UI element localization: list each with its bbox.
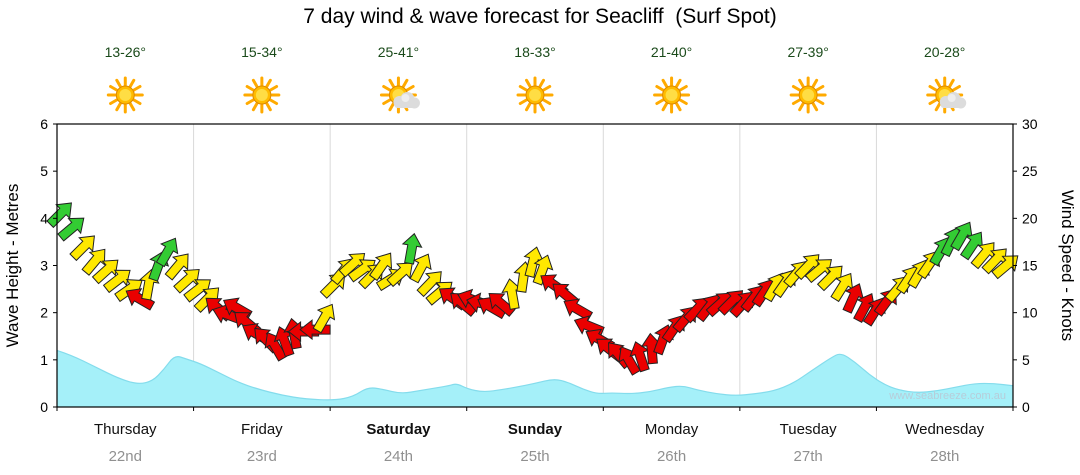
day-name-label: Friday <box>241 421 283 438</box>
day-header-row: 13-26° 15-34° 25-41° 18-33° 21-40° 27-39° 20-2… <box>105 44 967 114</box>
wind-arrow <box>312 303 336 334</box>
cloud-icon <box>939 92 967 109</box>
wind-arrow <box>91 259 119 285</box>
wind-arrow <box>173 269 200 294</box>
day-date-label: 22nd <box>109 448 142 465</box>
left-axis-tick-label: 3 <box>40 258 48 274</box>
partly-cloudy-icon <box>379 76 420 114</box>
temp-range-label: 21-40° <box>651 44 692 60</box>
wind-arrow <box>991 255 1019 280</box>
wind-arrow <box>125 288 156 311</box>
day-name-label: Thursday <box>94 421 157 438</box>
sun-icon <box>516 76 554 114</box>
temp-range-label: 15-34° <box>241 44 282 60</box>
day-date-label: 28th <box>930 448 959 465</box>
sun-icon <box>243 76 281 114</box>
day-name-label: Tuesday <box>780 421 837 438</box>
sun-icon <box>653 76 691 114</box>
day-name-label: Wednesday <box>905 421 984 438</box>
wind-arrow <box>57 217 85 242</box>
day-footer-row: Thursday 22nd Friday 23rd Saturday 24th Sunday… <box>94 421 985 465</box>
sun-icon <box>789 76 827 114</box>
wind-arrow <box>959 231 983 261</box>
temp-range-label: 13-26° <box>105 44 146 60</box>
wind-arrow <box>416 271 442 298</box>
cloud-icon <box>393 92 420 109</box>
wind-arrow <box>164 253 189 281</box>
left-axis-tick-label: 4 <box>40 210 48 226</box>
wind-arrow <box>816 265 843 292</box>
wind-arrow <box>640 332 662 365</box>
partly-cloudy-icon <box>926 76 967 114</box>
day-name-label: Monday <box>645 421 699 438</box>
day-name-label: Sunday <box>508 421 563 438</box>
wind-arrow <box>563 298 594 321</box>
wind-arrow <box>46 202 72 229</box>
wind-arrow <box>409 253 432 284</box>
right-axis-tick-label: 30 <box>1022 116 1038 132</box>
day-date-label: 27th <box>794 448 823 465</box>
left-axis-tick-label: 2 <box>40 305 48 321</box>
left-axis-tick-label: 0 <box>40 399 48 415</box>
right-axis-tick-label: 5 <box>1022 352 1030 368</box>
wind-arrow <box>369 252 393 282</box>
right-axis-tick-label: 15 <box>1022 258 1038 274</box>
sun-icon <box>106 76 144 114</box>
watermark-text: www.seabreeze.com.au <box>888 390 1006 402</box>
day-gridlines <box>193 124 877 407</box>
wind-arrows-layer <box>46 202 1019 376</box>
temp-range-label: 25-41° <box>378 44 419 60</box>
wind-arrow <box>183 279 211 303</box>
day-date-label: 26th <box>657 448 686 465</box>
wind-arrow <box>842 283 864 314</box>
wave-height-line <box>56 349 1014 401</box>
right-axis-tick-label: 20 <box>1022 210 1038 226</box>
right-axis-tick-label: 10 <box>1022 305 1038 321</box>
wind-arrow <box>618 346 641 376</box>
wind-arrow <box>523 246 544 278</box>
wind-arrow <box>401 232 423 265</box>
day-date-label: 23rd <box>247 448 277 465</box>
wind-arrow <box>155 237 179 268</box>
wind-arrow <box>81 248 106 276</box>
temp-range-label: 27-39° <box>787 44 828 60</box>
wind-arrow <box>830 272 854 303</box>
left-axis-tick-label: 1 <box>40 352 48 368</box>
chart-title: 7 day wind & wave forecast for Seacliff … <box>303 5 777 28</box>
wind-arrow <box>69 235 95 262</box>
wind-arrow <box>386 262 413 288</box>
day-name-label: Saturday <box>366 421 431 438</box>
wind-arrow <box>950 221 973 252</box>
left-axis-tick-label: 6 <box>40 116 48 132</box>
temp-range-label: 20-28° <box>924 44 965 60</box>
right-axis-tick-label: 0 <box>1022 399 1030 415</box>
day-date-label: 24th <box>384 448 413 465</box>
day-date-label: 25th <box>520 448 549 465</box>
axis-labels: 0 1 2 3 4 5 6 0 5 10 15 20 25 30 <box>40 116 1038 415</box>
temp-range-label: 18-33° <box>514 44 555 60</box>
wind-arrow <box>102 269 131 294</box>
left-axis-title: Wave Height - Metres <box>3 184 22 348</box>
right-axis-tick-label: 25 <box>1022 163 1038 179</box>
left-axis-tick-label: 5 <box>40 163 48 179</box>
right-axis-title: Wind Speed - Knots <box>1058 190 1077 341</box>
wave-height-area <box>57 350 1013 407</box>
wind-arrow <box>501 278 523 310</box>
